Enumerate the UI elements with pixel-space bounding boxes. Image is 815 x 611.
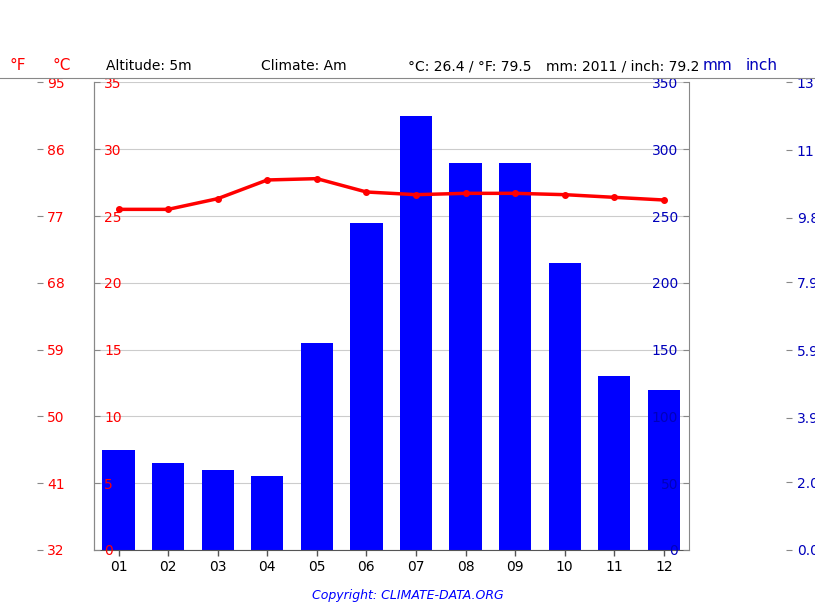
Bar [449, 163, 482, 550]
Bar [152, 463, 184, 550]
Bar [548, 263, 581, 550]
Bar [499, 163, 531, 550]
Text: Copyright: CLIMATE-DATA.ORG: Copyright: CLIMATE-DATA.ORG [311, 589, 504, 602]
Text: inch: inch [746, 58, 778, 73]
Bar [251, 477, 284, 550]
Text: °C: 26.4 / °F: 79.5: °C: 26.4 / °F: 79.5 [408, 59, 531, 73]
Bar [301, 343, 333, 550]
Bar [400, 116, 432, 550]
Text: °F: °F [10, 58, 26, 73]
Bar [350, 222, 382, 550]
Text: °C: °C [53, 58, 72, 73]
Text: mm: 2011 / inch: 79.2: mm: 2011 / inch: 79.2 [546, 59, 699, 73]
Text: Climate: Am: Climate: Am [261, 59, 346, 73]
Text: mm: mm [703, 58, 733, 73]
Bar [201, 470, 234, 550]
Bar [598, 376, 631, 550]
Bar [648, 390, 680, 550]
Text: Altitude: 5m: Altitude: 5m [106, 59, 192, 73]
Bar [103, 450, 134, 550]
